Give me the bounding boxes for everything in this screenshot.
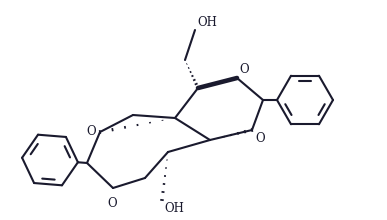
Text: O: O <box>255 132 265 145</box>
Text: O: O <box>239 63 248 76</box>
Text: OH: OH <box>164 202 184 215</box>
Text: OH: OH <box>197 16 217 29</box>
Text: O: O <box>107 197 117 210</box>
Text: O: O <box>86 125 96 138</box>
